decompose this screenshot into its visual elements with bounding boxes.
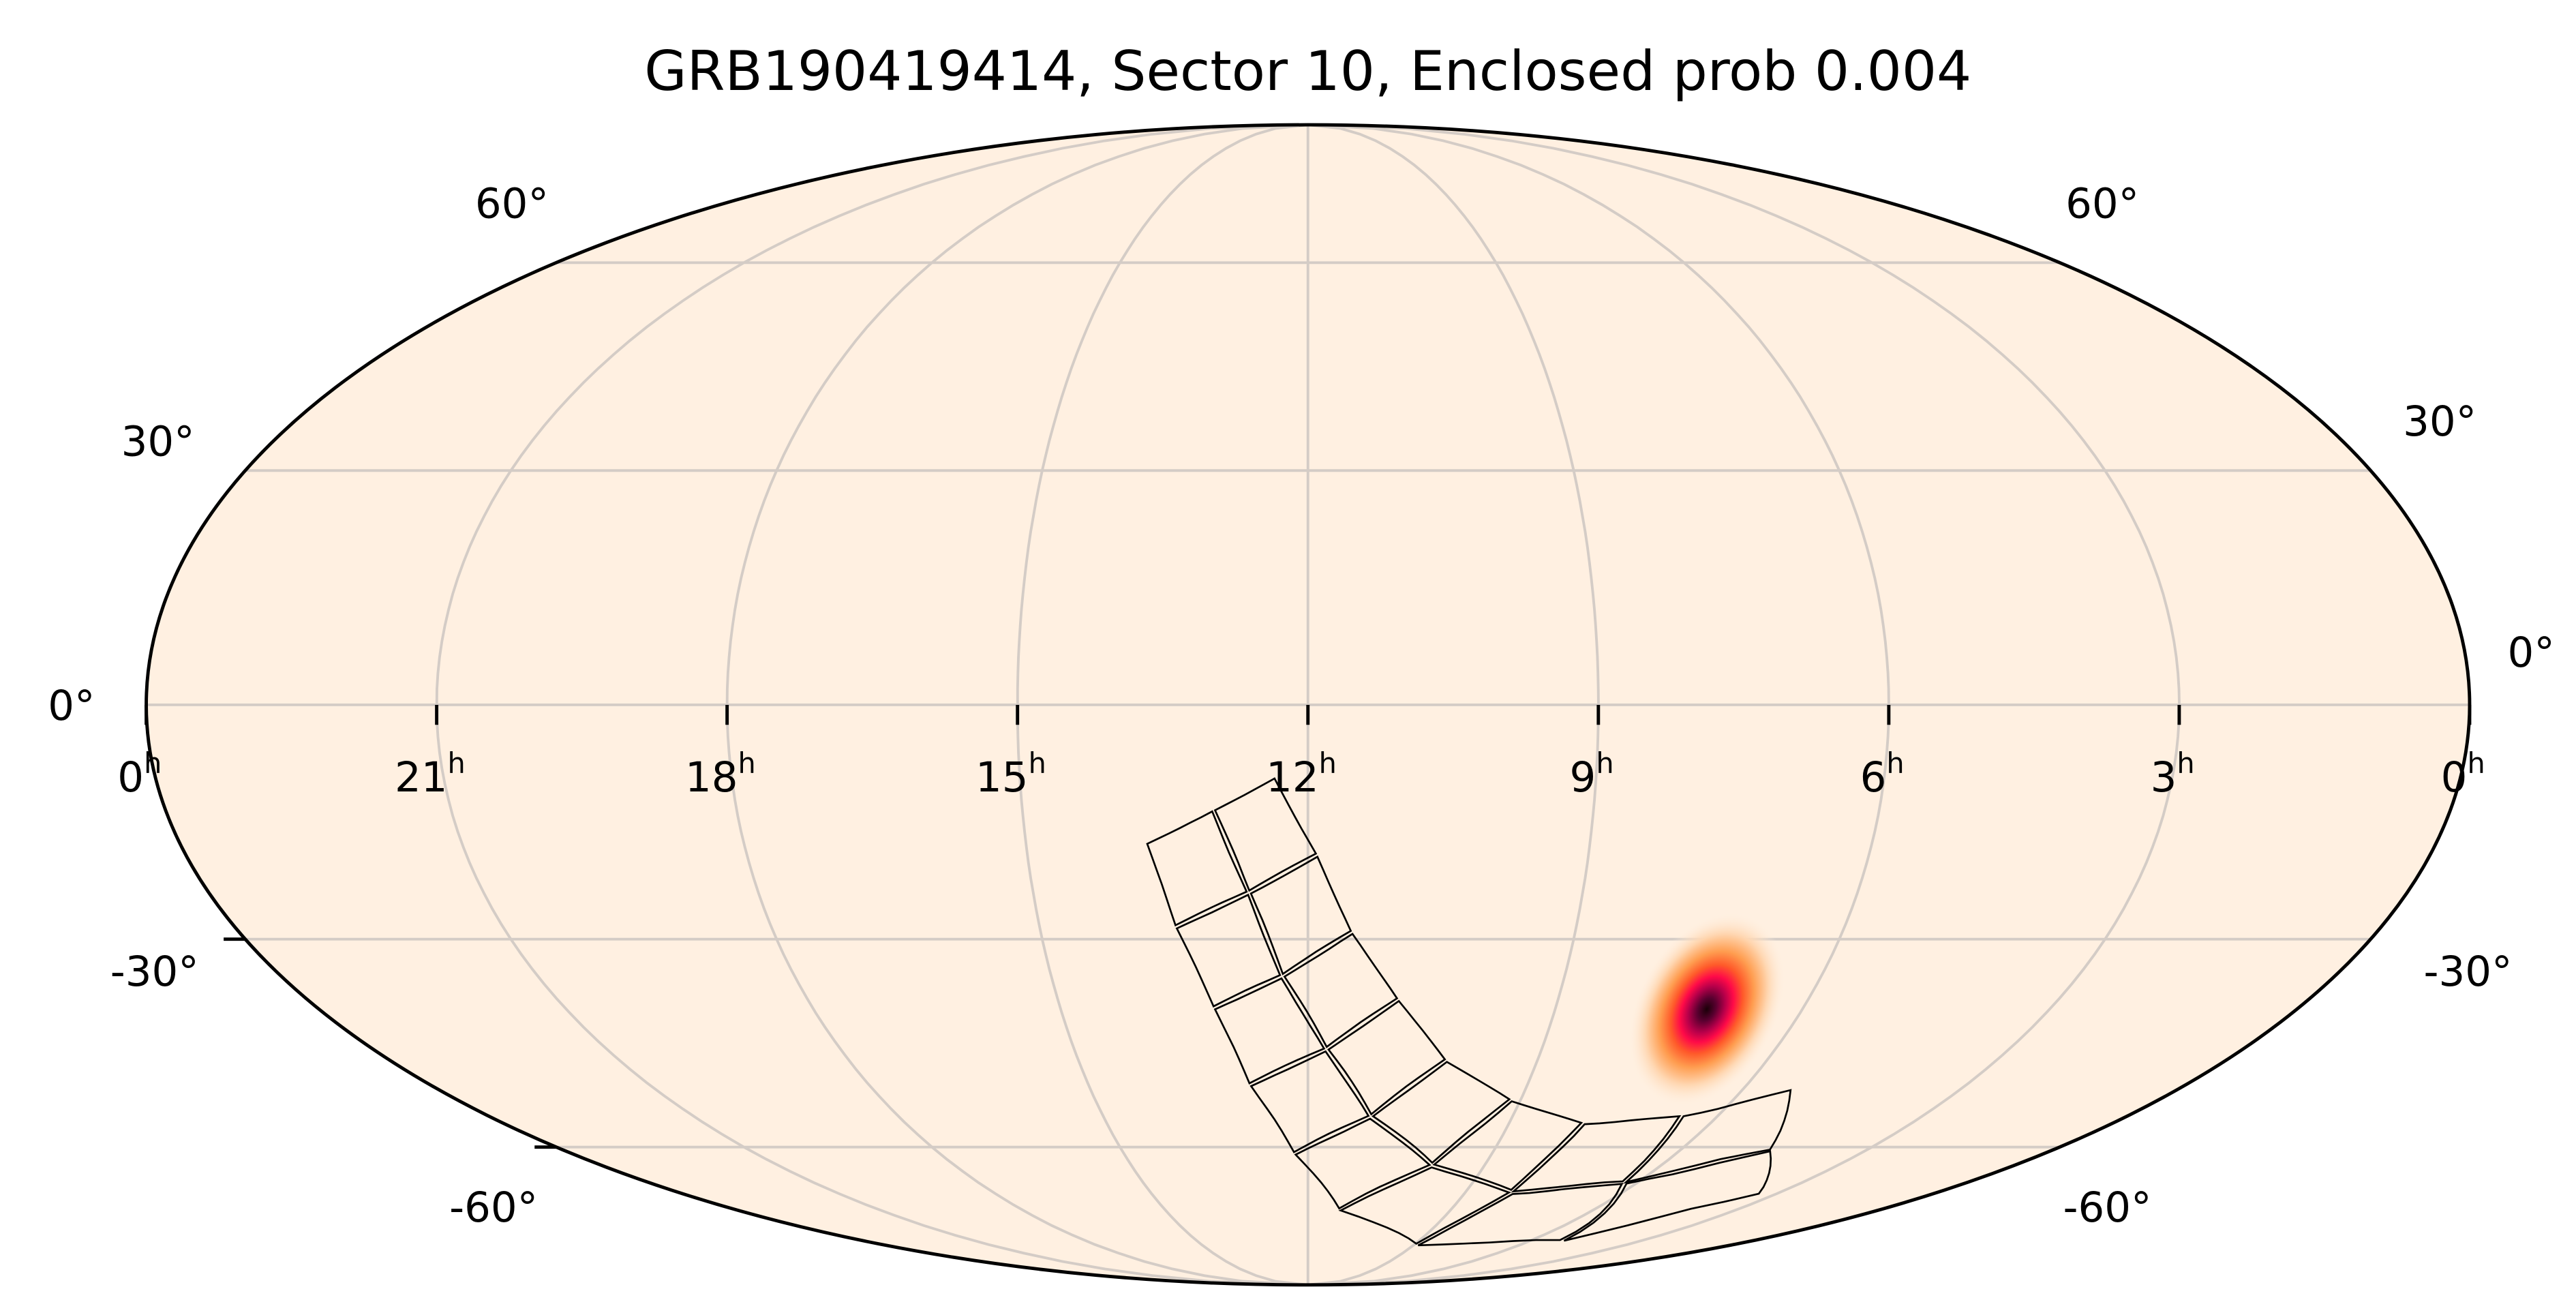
ra-tick-value: 15 (975, 753, 1029, 802)
ccd-footprint-7-0 (1563, 1150, 1772, 1242)
ccd-footprint-4-0 (1294, 1117, 1431, 1210)
ra-tick-value: 3 (2151, 753, 2177, 802)
ra-tick-value: 0 (117, 753, 144, 802)
ra-tick-unit: h (447, 747, 465, 780)
ra-tick-label: 0h (2441, 747, 2485, 802)
dec-tick-label-left: -60° (449, 1183, 538, 1232)
dec-tick-label-left: 60° (475, 180, 549, 228)
axis-ticks (145, 704, 2472, 1149)
ra-tick-label: 6h (1860, 747, 1905, 802)
dec-tick-label-right: -30° (2424, 948, 2513, 996)
ccd-footprint-1-1 (1249, 855, 1352, 976)
chart-title: GRB190419414, Sector 10, Enclosed prob 0… (644, 39, 1971, 103)
ra-tick-label: 12h (1266, 747, 1337, 802)
ccd-footprint-5-0 (1338, 1166, 1511, 1245)
ccd-footprint-1-0 (1175, 893, 1282, 1008)
ccd-footprint-2-1 (1283, 933, 1399, 1048)
dec-tick-label-right: 0° (2508, 629, 2555, 677)
ra-tick-label: 15h (975, 747, 1046, 802)
ra-tick-value: 0 (2441, 753, 2468, 802)
ccd-footprint-0-1 (1213, 777, 1318, 892)
probability-peak (1628, 912, 1785, 1106)
ccd-footprint-5-1 (1432, 1100, 1584, 1191)
ra-tick-label: 18h (685, 747, 756, 802)
ra-tick-unit: h (2177, 747, 2194, 780)
dec-tick-label-right: 30° (2403, 397, 2476, 446)
dec-tick-label-right: 60° (2065, 180, 2139, 228)
ra-tick-unit: h (1886, 747, 1904, 780)
ra-tick-unit: h (144, 747, 162, 780)
ra-tick-unit: h (1029, 747, 1046, 780)
ra-tick-unit: h (1596, 747, 1613, 780)
ccd-footprint-2-0 (1213, 977, 1326, 1085)
axis-labels: 0h 21h 18h 15h 12h 9h 6h 3h 0h60°30°0°-30°-60°60… (48, 180, 2555, 1233)
ccd-footprint-0-0 (1146, 810, 1248, 927)
ra-tick-label: 0h (117, 747, 162, 802)
ccd-footprint-3-0 (1249, 1050, 1370, 1153)
dec-tick-label-left: -30° (110, 948, 199, 996)
ccd-footprint-7-1 (1622, 1089, 1792, 1184)
ra-tick-value: 12 (1266, 753, 1319, 802)
dec-tick-label-right: -60° (2063, 1183, 2151, 1232)
ra-tick-label: 21h (395, 747, 466, 802)
grb-localization (1628, 912, 1785, 1106)
ccd-footprint-4-1 (1372, 1061, 1511, 1164)
ra-tick-value: 9 (1570, 753, 1596, 802)
ra-tick-label: 3h (2151, 747, 2195, 802)
ra-tick-value: 18 (685, 753, 738, 802)
dec-tick-label-left: 30° (121, 417, 195, 466)
ra-tick-label: 9h (1570, 747, 1614, 802)
ccd-footprint-6-0 (1417, 1183, 1624, 1247)
ccd-footprint-6-1 (1511, 1115, 1682, 1193)
ra-tick-unit: h (738, 747, 756, 780)
ra-tick-value: 21 (395, 753, 448, 802)
tess-sector-footprint (1146, 777, 1792, 1247)
ra-tick-unit: h (2467, 747, 2485, 780)
ccd-footprint-3-1 (1327, 999, 1446, 1116)
ra-tick-value: 6 (1860, 753, 1887, 802)
dec-tick-label-left: 0° (48, 682, 95, 730)
ra-tick-unit: h (1319, 747, 1337, 780)
